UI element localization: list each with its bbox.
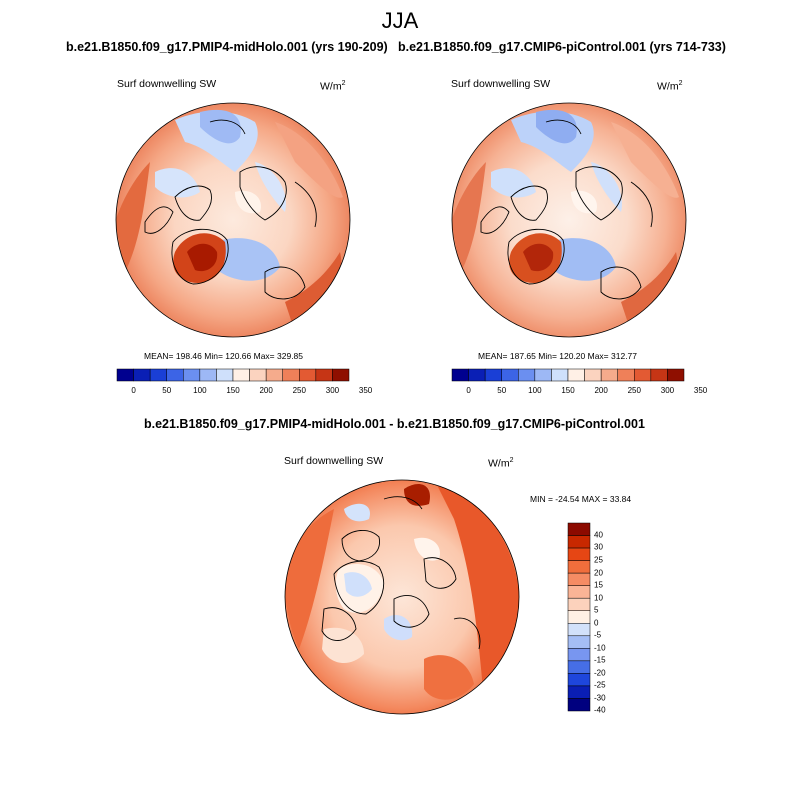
- right-panel-title: b.e21.B1850.f09_g17.CMIP6-piControl.001 …: [398, 40, 726, 54]
- colorbar-swatch: [567, 673, 591, 687]
- colorbar-swatch: [567, 660, 591, 674]
- left-colorbar: [116, 368, 350, 382]
- colorbar-swatch: [199, 368, 217, 382]
- colorbar-swatch: [468, 368, 486, 382]
- colorbar-tick-label: 350: [358, 386, 373, 395]
- colorbar-swatch: [518, 368, 536, 382]
- colorbar-tick-label: -10: [594, 643, 606, 653]
- colorbar-tick-label: 250: [627, 386, 641, 395]
- colorbar-swatch: [567, 560, 591, 574]
- right-stats: MEAN= 187.65 Min= 120.20 Max= 312.77: [478, 351, 638, 361]
- colorbar-tick-label: 200: [259, 386, 273, 395]
- right-polar-map: [451, 102, 687, 338]
- right-colorbar: [451, 368, 685, 382]
- colorbar-tick-label: 300: [325, 386, 340, 395]
- diff-units-label: W/m2: [488, 457, 514, 470]
- colorbar-swatch: [567, 623, 591, 637]
- right-colorbar-ticks: 0 50 100 150 200 250 300 350: [452, 386, 707, 398]
- colorbar-swatch: [584, 368, 602, 382]
- colorbar-swatch: [667, 368, 685, 382]
- diff-colorbar: [567, 522, 591, 712]
- colorbar-swatch: [567, 547, 591, 561]
- colorbar-swatch: [567, 572, 591, 586]
- diff-colorbar-ticks: 40 30 25 20 15 10 5 0 -5 -10 -15 -20 -25 -30 -40: [594, 523, 634, 714]
- diff-panel-title: b.e21.B1850.f09_g17.PMIP4-midHolo.001 - …: [144, 417, 645, 431]
- colorbar-swatch: [567, 597, 591, 611]
- colorbar-tick-label: -25: [594, 680, 606, 690]
- colorbar-swatch: [567, 368, 585, 382]
- colorbar-tick-label: -30: [594, 693, 606, 703]
- colorbar-swatch: [332, 368, 350, 382]
- diff-stats: MIN = -24.54 MAX = 33.84: [530, 494, 632, 504]
- colorbar-tick-label: 20: [594, 568, 603, 577]
- right-units-label: W/m2: [657, 80, 683, 93]
- colorbar-tick-label: 100: [193, 386, 207, 395]
- colorbar-swatch: [567, 698, 591, 712]
- colorbar-tick-label: -40: [594, 705, 606, 715]
- colorbar-swatch: [484, 368, 502, 382]
- colorbar-swatch: [600, 368, 618, 382]
- colorbar-tick-label: -5: [594, 630, 602, 640]
- colorbar-swatch: [567, 522, 591, 536]
- colorbar-swatch: [567, 648, 591, 662]
- colorbar-tick-label: -20: [594, 668, 606, 678]
- colorbar-tick-label: 5: [594, 605, 599, 615]
- colorbar-swatch: [282, 368, 300, 382]
- colorbar-swatch: [567, 635, 591, 649]
- colorbar-swatch: [315, 368, 333, 382]
- colorbar-tick-label: 40: [594, 530, 603, 540]
- left-stats: MEAN= 198.46 Min= 120.66 Max= 329.85: [144, 351, 304, 361]
- colorbar-swatch: [249, 368, 267, 382]
- colorbar-swatch: [232, 368, 250, 382]
- colorbar-swatch: [650, 368, 668, 382]
- colorbar-swatch: [567, 610, 591, 624]
- colorbar-tick-label: 50: [162, 386, 172, 395]
- colorbar-swatch: [567, 535, 591, 549]
- colorbar-tick-label: 10: [594, 593, 603, 603]
- colorbar-tick-label: 15: [594, 580, 603, 590]
- colorbar-tick-label: 30: [594, 542, 603, 552]
- left-panel-title: b.e21.B1850.f09_g17.PMIP4-midHolo.001 (y…: [66, 40, 388, 54]
- colorbar-swatch: [501, 368, 519, 382]
- colorbar-tick-label: 0: [131, 386, 136, 395]
- colorbar-swatch: [567, 685, 591, 699]
- figure-title: JJA: [381, 8, 419, 33]
- right-variable-label: Surf downwelling SW: [451, 78, 551, 90]
- colorbar-tick-label: 150: [561, 386, 575, 395]
- colorbar-swatch: [534, 368, 552, 382]
- colorbar-tick-label: 150: [226, 386, 240, 395]
- colorbar-swatch: [299, 368, 317, 382]
- colorbar-tick-label: 0: [466, 386, 471, 395]
- left-units-label: W/m2: [320, 80, 346, 93]
- left-variable-label: Surf downwelling SW: [117, 78, 217, 90]
- colorbar-tick-label: 0: [594, 618, 599, 628]
- diff-variable-label: Surf downwelling SW: [284, 455, 384, 467]
- diff-polar-map: [284, 479, 520, 715]
- colorbar-tick-label: 50: [497, 386, 507, 395]
- colorbar-swatch: [265, 368, 283, 382]
- colorbar-tick-label: -15: [594, 655, 606, 665]
- colorbar-swatch: [567, 585, 591, 599]
- left-polar-map: [115, 102, 351, 338]
- colorbar-swatch: [216, 368, 234, 382]
- colorbar-tick-label: 350: [693, 386, 708, 395]
- colorbar-tick-label: 250: [292, 386, 306, 395]
- colorbar-swatch: [551, 368, 569, 382]
- left-colorbar-ticks: 0 50 100 150 200 250 300 350: [117, 386, 372, 398]
- colorbar-swatch: [634, 368, 652, 382]
- colorbar-swatch: [133, 368, 151, 382]
- colorbar-swatch: [617, 368, 635, 382]
- colorbar-swatch: [166, 368, 184, 382]
- colorbar-swatch: [149, 368, 167, 382]
- colorbar-swatch: [116, 368, 134, 382]
- colorbar-tick-label: 200: [594, 386, 608, 395]
- colorbar-swatch: [183, 368, 201, 382]
- colorbar-swatch: [451, 368, 469, 382]
- colorbar-tick-label: 25: [594, 555, 603, 565]
- colorbar-tick-label: 300: [660, 386, 675, 395]
- colorbar-tick-label: 100: [528, 386, 542, 395]
